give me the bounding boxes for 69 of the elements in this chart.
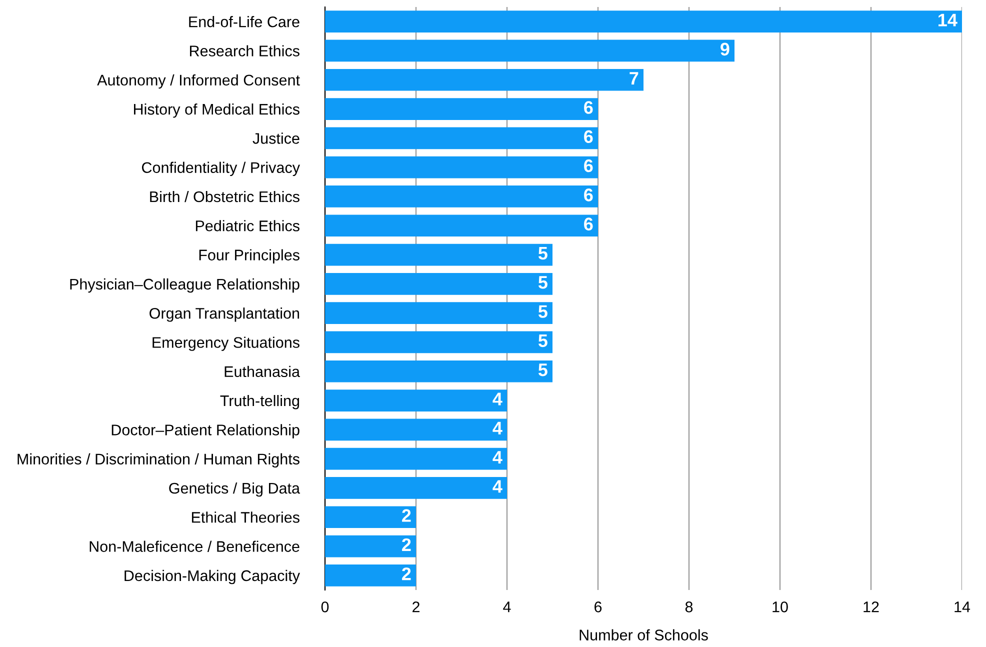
y-tick-label: Ethical Theories — [192, 512, 300, 523]
y-tick-label: Genetics / Big Data — [169, 482, 300, 497]
data-label: 5 — [538, 247, 548, 260]
y-tick-label: Four Principles — [199, 249, 300, 264]
x-tick-label: 14 — [954, 602, 970, 612]
y-tick-label: Minorities / Discrimination / Human Rights — [18, 453, 300, 468]
x-tick-label: 0 — [321, 602, 329, 612]
x-tick-label: 4 — [503, 602, 511, 612]
bar — [325, 127, 598, 150]
y-tick-label: Physician–Colleague Relationship — [70, 278, 300, 293]
data-label: 6 — [584, 130, 593, 144]
data-label: 6 — [584, 101, 593, 114]
y-tick-label: Doctor–Patient Relationship — [112, 424, 300, 438]
bar — [325, 448, 507, 470]
x-tick-label: 12 — [864, 602, 879, 612]
y-tick-label: Decision-Making Capacity — [124, 570, 300, 584]
bar — [325, 186, 598, 208]
bar — [325, 331, 552, 354]
data-label: 6 — [584, 159, 593, 172]
data-label: 5 — [538, 364, 548, 376]
data-label: 6 — [584, 188, 593, 202]
y-tick-label: Organ Transplantation — [150, 308, 300, 322]
x-axis-title: Number of Schools — [580, 629, 708, 640]
data-label: 2 — [402, 567, 411, 580]
data-label: 5 — [538, 305, 548, 318]
bar — [325, 506, 416, 528]
y-tick-label: Autonomy / Informed Consent — [97, 74, 300, 89]
y-tick-label: Confidentiality / Privacy — [142, 162, 300, 176]
data-label: 5 — [538, 276, 548, 289]
data-label: 4 — [492, 480, 502, 493]
data-label: 14 — [938, 14, 958, 26]
y-tick-label: Truth-telling — [220, 394, 300, 410]
data-label: 2 — [402, 509, 411, 522]
bar — [325, 564, 416, 586]
y-tick-label: Research Ethics — [190, 45, 300, 56]
bar — [325, 477, 507, 499]
y-tick-label: Justice — [252, 132, 300, 144]
y-tick-label: End-of-Life Care — [189, 16, 300, 28]
y-tick-label: Birth / Obstetric Ethics — [150, 190, 300, 202]
x-tick-label: 8 — [685, 602, 693, 612]
x-tick-label: 2 — [412, 602, 420, 612]
bar — [325, 98, 598, 120]
y-tick-label: History of Medical Ethics — [134, 103, 300, 118]
data-label: 6 — [584, 218, 593, 230]
bar — [325, 68, 644, 91]
y-tick-label: Non-Maleficence / Beneficence — [90, 540, 300, 552]
bar — [325, 418, 507, 441]
x-tick-label: 10 — [772, 602, 788, 612]
data-label: 2 — [402, 538, 411, 551]
data-label: 5 — [538, 334, 548, 348]
data-label: 4 — [492, 392, 502, 406]
data-label: 4 — [492, 422, 502, 434]
data-label: 7 — [630, 72, 638, 85]
data-label: 9 — [720, 42, 730, 56]
bar — [325, 302, 552, 324]
y-tick-label: Euthanasia — [224, 366, 300, 378]
x-tick-label: 6 — [594, 602, 602, 612]
bar — [325, 390, 507, 412]
bar — [325, 360, 552, 382]
bar — [325, 214, 598, 237]
bar — [325, 272, 552, 295]
y-tick-label: Emergency Situations — [152, 336, 300, 351]
bar — [325, 535, 416, 558]
bar — [325, 40, 734, 62]
data-label: 4 — [492, 451, 502, 464]
y-tick-label: Pediatric Ethics — [196, 220, 300, 232]
bar — [325, 10, 962, 33]
bar — [325, 244, 552, 266]
bar — [325, 156, 598, 178]
